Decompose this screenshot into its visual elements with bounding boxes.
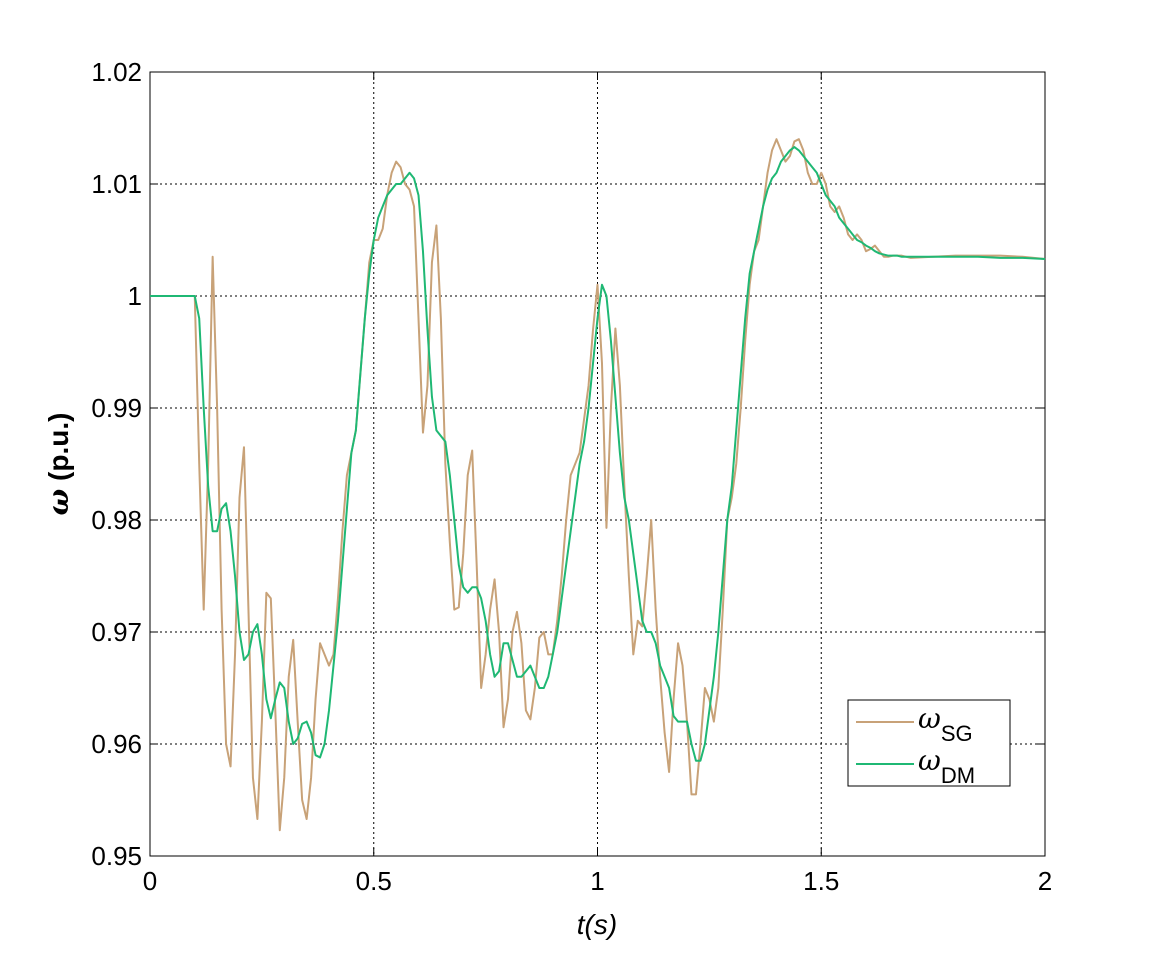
x-tick-label: 0 — [143, 866, 157, 896]
plot-frame — [149, 71, 1046, 857]
x-tick-label: 2 — [1038, 866, 1052, 896]
y-axis-label: ω (p.u.) — [42, 413, 75, 516]
y-tick-label: 1.01 — [91, 169, 142, 199]
legend-label: ωDM — [918, 744, 975, 788]
series-line — [150, 138, 1046, 832]
y-tick-label: 1 — [128, 281, 142, 311]
x-tick-label: 1 — [590, 866, 604, 896]
y-tick-label: 0.95 — [91, 841, 142, 871]
x-tick-label: 0.5 — [356, 866, 392, 896]
y-tick-label: 0.97 — [91, 617, 142, 647]
y-tick-label: 0.98 — [91, 505, 142, 535]
y-tick-label: 0.96 — [91, 729, 142, 759]
y-tick-label: 0.99 — [91, 393, 142, 423]
legend-label: ωSG — [918, 702, 973, 746]
x-axis-label: t(s) — [577, 909, 617, 940]
x-tick-label: 1.5 — [803, 866, 839, 896]
legend-box — [847, 699, 1011, 787]
y-tick-label: 1.02 — [91, 57, 142, 87]
series-line — [150, 146, 1046, 762]
